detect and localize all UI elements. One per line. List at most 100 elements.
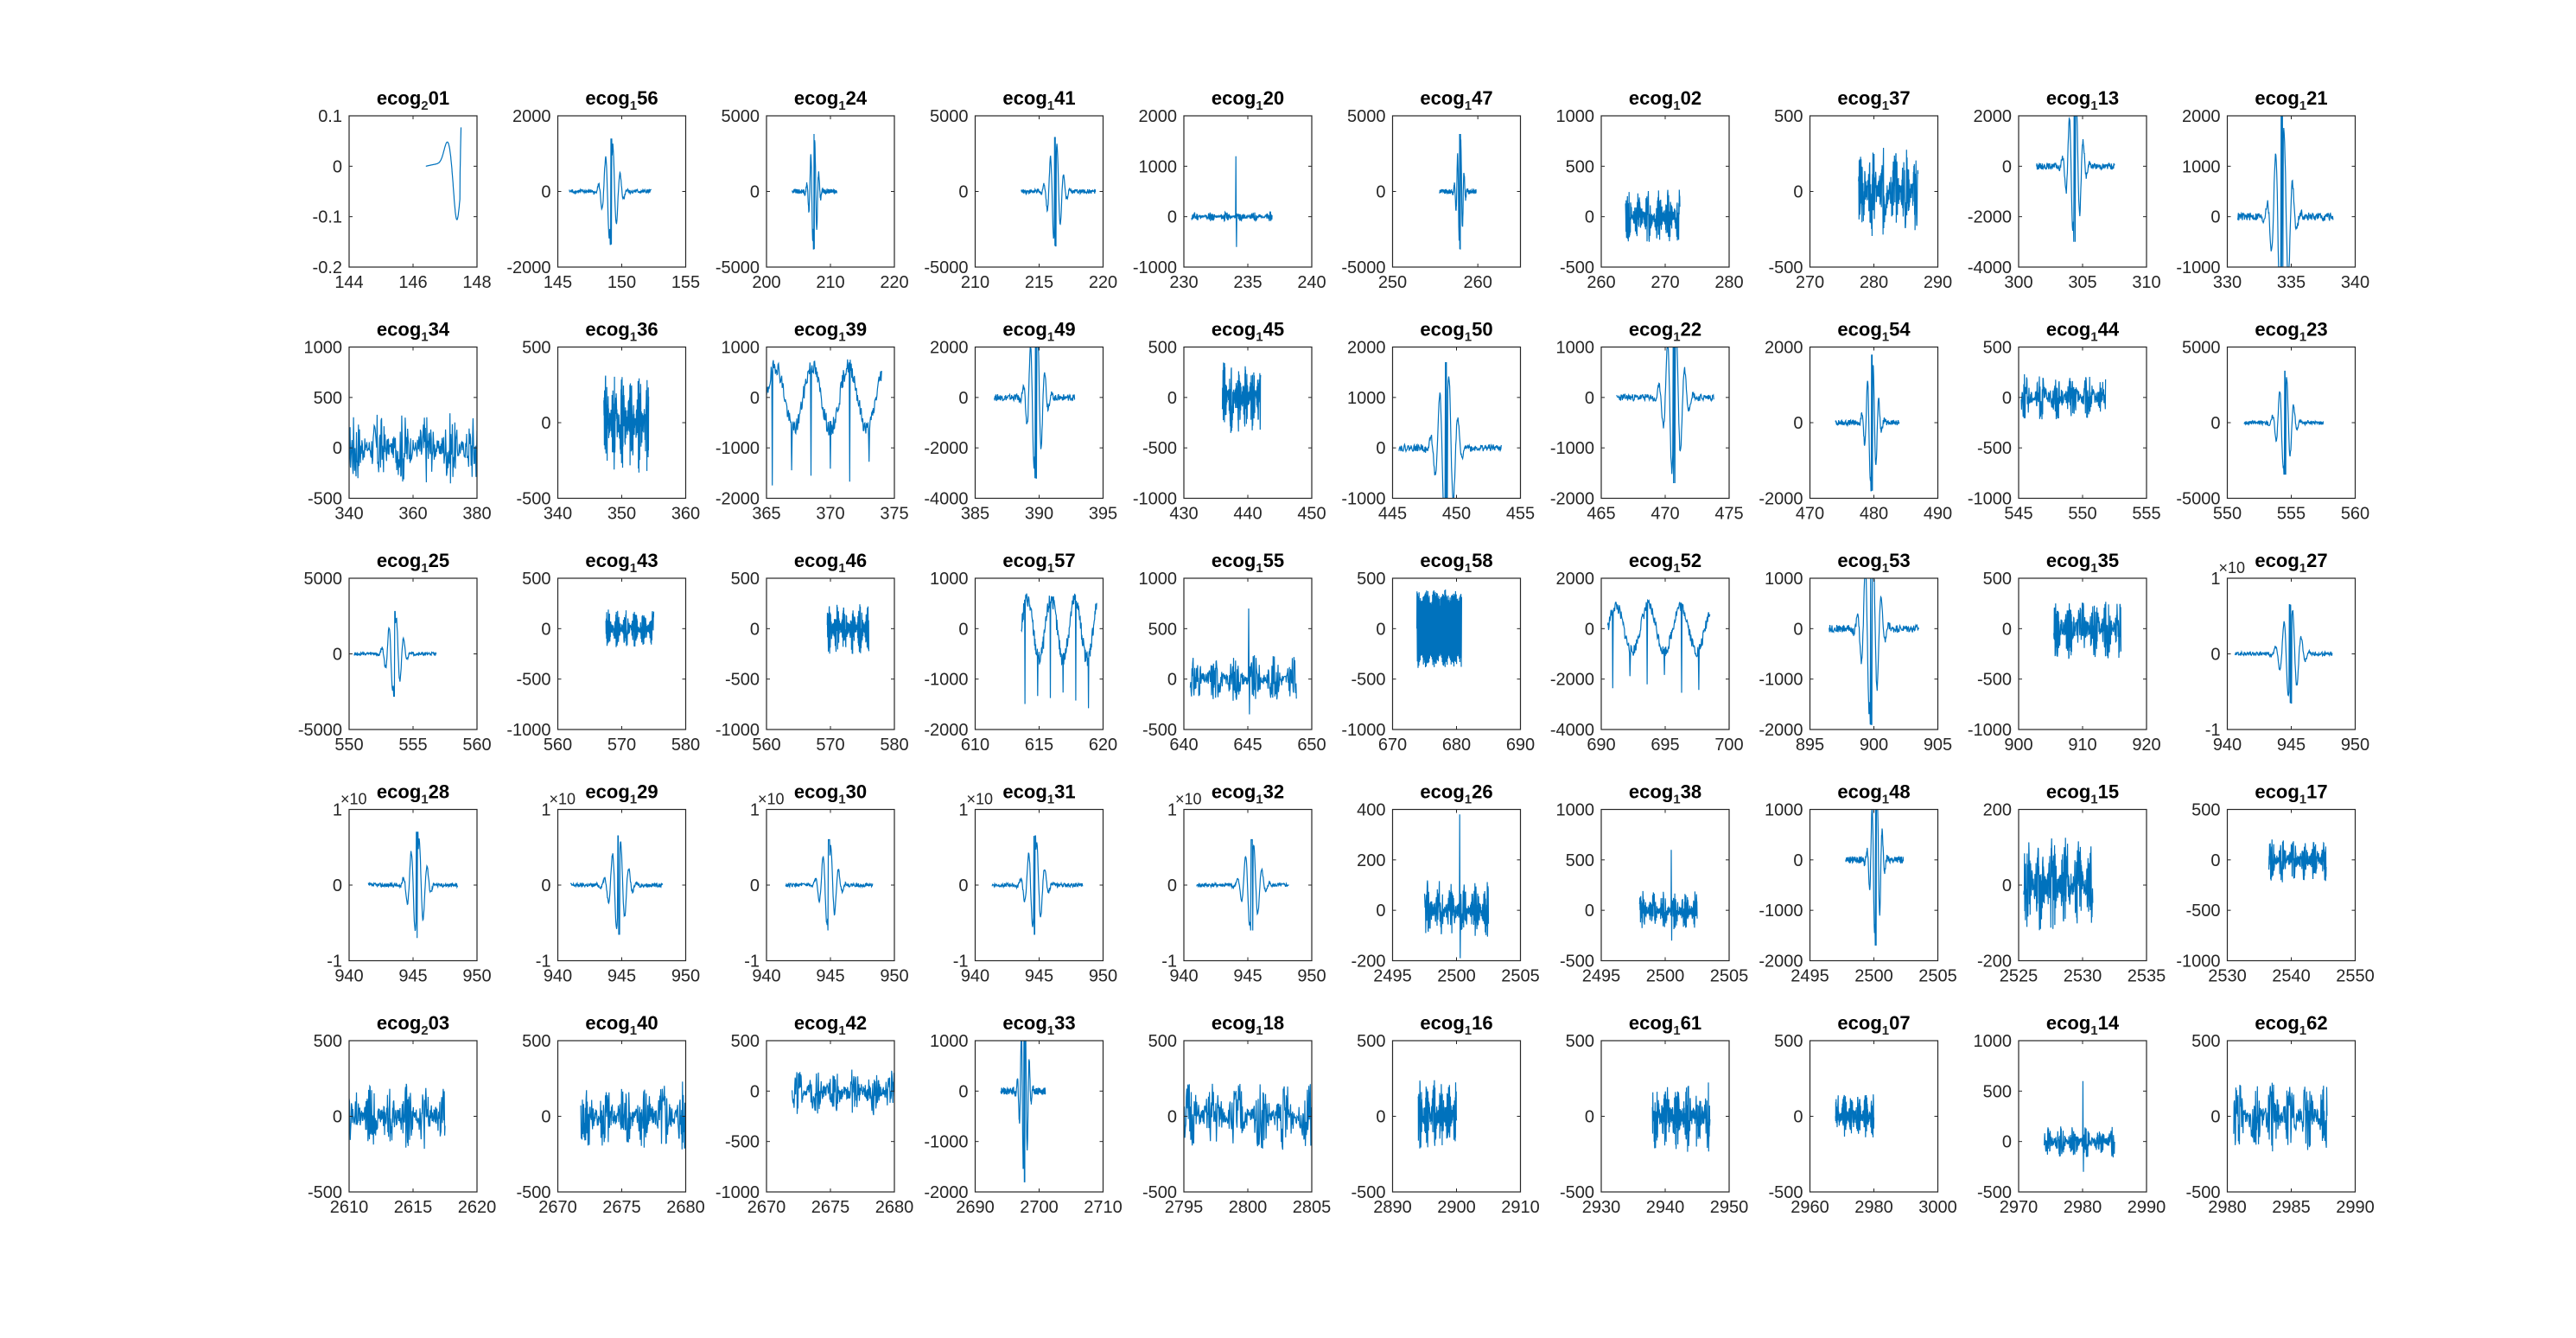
axis-multiplier: ×10 bbox=[550, 791, 576, 808]
signal-line bbox=[1606, 598, 1711, 693]
subplot-title: ecog158 bbox=[1420, 550, 1492, 576]
x-tick-label: 440 bbox=[1233, 505, 1262, 524]
y-tick-label: 0 bbox=[2210, 1108, 2220, 1127]
y-tick-label: 0 bbox=[2002, 620, 2012, 639]
x-tick-label: 144 bbox=[334, 273, 363, 292]
x-tick-label: 950 bbox=[671, 967, 700, 986]
y-tick-label: -500 bbox=[2185, 1183, 2220, 1202]
subplot-title: ecog148 bbox=[1837, 781, 1910, 807]
axes-box bbox=[1600, 808, 1730, 962]
y-tick-label: 1000 bbox=[930, 1032, 969, 1051]
subplot: 2530 2540 2550 -1000 -500 0 500 ecog117 bbox=[2176, 781, 2374, 986]
x-tick-label: 920 bbox=[2132, 736, 2160, 755]
subplot: 690 695 700 -4000 -2000 0 2000 ecog152 bbox=[1550, 550, 1744, 755]
subplot-title: ecog152 bbox=[1629, 550, 1701, 576]
signal-line bbox=[580, 1081, 686, 1150]
x-tick-label: 2550 bbox=[2336, 967, 2375, 986]
axes-box bbox=[766, 1040, 895, 1193]
signal-line bbox=[1416, 589, 1462, 668]
y-tick-label: 0 bbox=[541, 414, 550, 433]
y-tick-label: 500 bbox=[522, 1032, 550, 1051]
y-tick-label: -1 bbox=[536, 953, 551, 972]
x-tick-label: 260 bbox=[1587, 273, 1615, 292]
x-tick-label: 2900 bbox=[1437, 1198, 1476, 1217]
y-tick-label: 500 bbox=[1566, 1032, 1594, 1051]
y-tick-label: 1000 bbox=[1347, 389, 1386, 408]
y-tick-label: 500 bbox=[1357, 1032, 1385, 1051]
subplot-title: ecog134 bbox=[377, 319, 450, 345]
x-tick-label: 2680 bbox=[666, 1198, 705, 1217]
x-tick-label: 200 bbox=[752, 273, 780, 292]
signal-line bbox=[1835, 1094, 1875, 1137]
y-tick-label: 0 bbox=[1793, 414, 1803, 433]
signal-line bbox=[1423, 814, 1490, 959]
y-tick-label: 5000 bbox=[930, 107, 969, 126]
y-tick-label: -2000 bbox=[1968, 208, 2012, 227]
x-tick-label: 2500 bbox=[1646, 967, 1685, 986]
x-tick-label: 945 bbox=[816, 967, 844, 986]
y-tick-label: -1 bbox=[953, 953, 969, 972]
y-tick-label: -1000 bbox=[924, 671, 968, 690]
signal-line bbox=[367, 831, 459, 939]
y-tick-label: 1000 bbox=[2182, 157, 2221, 176]
x-tick-label: 445 bbox=[1378, 505, 1407, 524]
y-tick-label: -2000 bbox=[506, 258, 550, 277]
y-tick-label: 0 bbox=[1167, 389, 1177, 408]
subplot-title: ecog125 bbox=[377, 550, 449, 576]
x-tick-label: 2620 bbox=[458, 1198, 497, 1217]
y-tick-label: 500 bbox=[1357, 570, 1385, 589]
subplot-title: ecog156 bbox=[585, 87, 658, 113]
y-tick-label: 2000 bbox=[1139, 107, 1178, 126]
signal-line bbox=[569, 138, 652, 245]
subplot: 940 945 950 -1 0 1×10 ecog131 bbox=[953, 781, 1117, 986]
x-tick-label: 220 bbox=[1089, 273, 1117, 292]
x-tick-label: 550 bbox=[334, 736, 363, 755]
x-tick-label: 2670 bbox=[538, 1198, 577, 1217]
y-tick-label: 0 bbox=[2210, 414, 2220, 433]
y-tick-label: 0 bbox=[1793, 851, 1803, 870]
y-tick-label: 0 bbox=[1167, 876, 1177, 895]
subplot: 260 270 280 -500 0 500 1000 ecog102 bbox=[1556, 87, 1744, 292]
y-tick-label: 0 bbox=[750, 620, 760, 639]
y-tick-label: 0 bbox=[2002, 389, 2012, 408]
subplot: 550 555 560 -5000 0 5000 ecog125 bbox=[298, 550, 492, 755]
y-tick-label: 0 bbox=[958, 183, 968, 202]
x-tick-label: 480 bbox=[1860, 505, 1888, 524]
subplot-title: ecog157 bbox=[1002, 550, 1075, 576]
axes-box bbox=[1183, 346, 1313, 500]
x-tick-label: 2805 bbox=[1293, 1198, 1332, 1217]
subplot-title: ecog116 bbox=[1420, 1012, 1492, 1038]
subplot-title: ecog141 bbox=[1002, 87, 1075, 113]
x-tick-label: 945 bbox=[1025, 967, 1053, 986]
x-tick-label: 300 bbox=[2004, 273, 2032, 292]
subplot: 940 945 950 -1 0 1×10 ecog130 bbox=[744, 781, 908, 986]
y-tick-label: -1000 bbox=[1759, 671, 1803, 690]
axis-multiplier: ×10 bbox=[967, 791, 994, 808]
x-tick-label: 900 bbox=[2004, 736, 2032, 755]
x-tick-label: 335 bbox=[2277, 273, 2306, 292]
x-tick-label: 2675 bbox=[811, 1198, 850, 1217]
y-tick-label: 0 bbox=[1376, 1108, 1385, 1127]
axes-box bbox=[1183, 115, 1313, 268]
x-tick-label: 690 bbox=[1587, 736, 1615, 755]
x-tick-label: 390 bbox=[1025, 505, 1053, 524]
x-tick-label: 2610 bbox=[330, 1198, 369, 1217]
signal-line bbox=[1196, 838, 1289, 931]
x-tick-label: 950 bbox=[1089, 967, 1117, 986]
y-tick-label: 500 bbox=[522, 339, 550, 358]
subplot-title: ecog136 bbox=[585, 319, 658, 345]
x-tick-label: 350 bbox=[607, 505, 636, 524]
y-tick-label: -500 bbox=[516, 1183, 550, 1202]
subplot: 940 945 950 -1 0 1×10 ecog128 bbox=[327, 781, 491, 986]
subplot-title: ecog114 bbox=[2046, 1012, 2120, 1038]
subplot: 940 945 950 -1 0 1×10 ecog127 bbox=[2205, 550, 2369, 755]
subplot-title: ecog138 bbox=[1629, 781, 1701, 807]
y-tick-label: -5000 bbox=[2176, 490, 2220, 509]
x-tick-label: 360 bbox=[398, 505, 427, 524]
x-tick-label: 450 bbox=[1442, 505, 1471, 524]
signal-line bbox=[2233, 1082, 2328, 1152]
axes-box bbox=[348, 115, 478, 268]
subplot: 250 260 -5000 0 5000 ecog147 bbox=[1341, 87, 1522, 292]
y-tick-label: 1 bbox=[958, 801, 968, 820]
